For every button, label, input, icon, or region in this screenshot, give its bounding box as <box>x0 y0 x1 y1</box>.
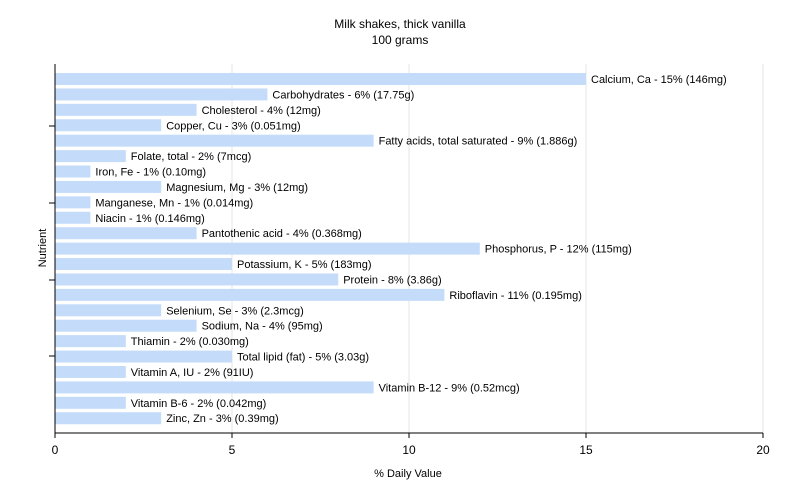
chart-title: Milk shakes, thick vanilla <box>334 17 466 31</box>
bar-16 <box>55 319 197 332</box>
bar-label-14: Riboflavin - 11% (0.195mg) <box>449 290 581 302</box>
x-tick-label-10: 10 <box>402 443 416 457</box>
bar-label-11: Phosphorus, P - 12% (115mg) <box>485 244 632 256</box>
bar-20 <box>55 381 374 394</box>
bar-11 <box>55 242 480 255</box>
bar-14 <box>55 288 445 301</box>
bar-label-5: Folate, total - 2% (7mcg) <box>131 151 251 163</box>
bar-4 <box>55 134 374 147</box>
y-axis-title: Nutrient <box>37 229 49 268</box>
bar-label-22: Zinc, Zn - 3% (0.39mg) <box>166 413 278 425</box>
bar-6 <box>55 165 91 178</box>
bar-22 <box>55 412 162 425</box>
bar-label-18: Total lipid (fat) - 5% (3.03g) <box>237 352 369 364</box>
x-ticks: 0 5 10 15 20 <box>52 433 770 457</box>
bar-15 <box>55 304 162 317</box>
bar-7 <box>55 180 162 193</box>
bar-label-17: Thiamin - 2% (0.030mg) <box>131 336 249 348</box>
bar-3 <box>55 119 162 132</box>
bar-label-21: Vitamin B-6 - 2% (0.042mg) <box>131 398 267 410</box>
bar-13 <box>55 273 339 286</box>
bar-19 <box>55 365 126 378</box>
bar-label-19: Vitamin A, IU - 2% (91IU) <box>131 367 254 379</box>
bar-label-10: Pantothenic acid - 4% (0.368mg) <box>202 228 362 240</box>
bar-label-4: Fatty acids, total saturated - 9% (1.886… <box>379 136 578 148</box>
bar-18 <box>55 350 232 363</box>
bar-label-16: Sodium, Na - 4% (95mg) <box>202 321 323 333</box>
bar-9 <box>55 211 91 224</box>
bar-12 <box>55 258 232 271</box>
bar-label-8: Manganese, Mn - 1% (0.014mg) <box>95 197 253 209</box>
bar-5 <box>55 150 126 163</box>
bar-label-13: Protein - 8% (3.86g) <box>343 274 441 286</box>
bars-group <box>55 73 586 425</box>
bar-8 <box>55 196 91 209</box>
x-tick-label-20: 20 <box>756 443 770 457</box>
bar-label-6: Iron, Fe - 1% (0.10mg) <box>95 167 206 179</box>
bar-2 <box>55 103 197 116</box>
x-axis-title: % Daily Value <box>374 468 442 480</box>
bar-label-0: Calcium, Ca - 15% (146mg) <box>591 74 727 86</box>
x-tick-label-15: 15 <box>579 443 593 457</box>
x-tick-label-0: 0 <box>52 443 59 457</box>
bar-label-9: Niacin - 1% (0.146mg) <box>95 213 204 225</box>
bar-10 <box>55 227 197 240</box>
bar-1 <box>55 88 268 101</box>
bar-labels-group: Calcium, Ca - 15% (146mg) Carbohydrates -… <box>95 74 726 425</box>
bar-label-1: Carbohydrates - 6% (17.75g) <box>272 89 414 101</box>
bar-label-7: Magnesium, Mg - 3% (12mg) <box>166 182 308 194</box>
bar-17 <box>55 335 126 348</box>
bar-label-2: Cholesterol - 4% (12mg) <box>202 105 321 117</box>
chart-subtitle: 100 grams <box>372 33 429 47</box>
bar-label-12: Potassium, K - 5% (183mg) <box>237 259 372 271</box>
x-tick-label-5: 5 <box>229 443 236 457</box>
bar-21 <box>55 396 126 409</box>
bar-0 <box>55 73 586 85</box>
bar-label-3: Copper, Cu - 3% (0.051mg) <box>166 120 301 132</box>
bar-label-15: Selenium, Se - 3% (2.3mcg) <box>166 305 304 317</box>
bar-label-20: Vitamin B-12 - 9% (0.52mcg) <box>379 382 520 394</box>
